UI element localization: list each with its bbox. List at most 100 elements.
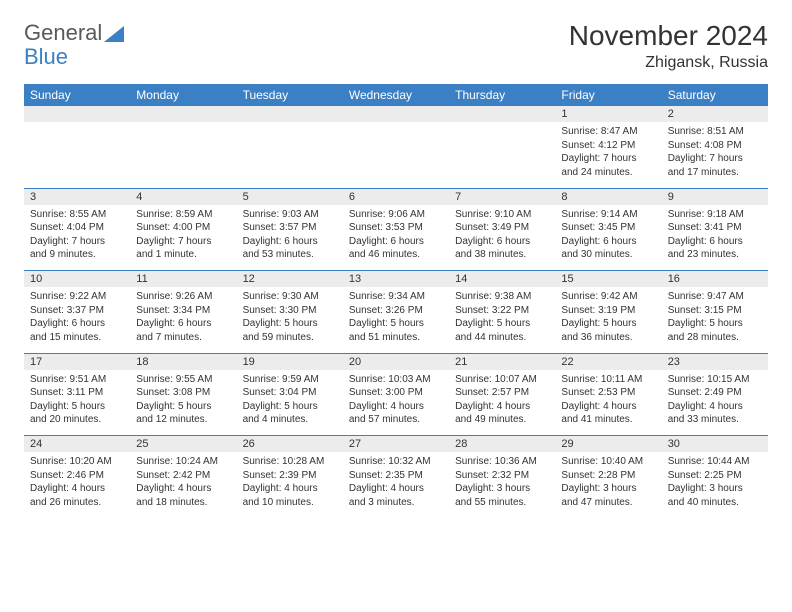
- weekday-header: Wednesday: [343, 84, 449, 106]
- location: Zhigansk, Russia: [569, 54, 768, 72]
- sunset-line: Sunset: 3:49 PM: [455, 221, 549, 235]
- day-cell: Sunrise: 9:14 AMSunset: 3:45 PMDaylight:…: [555, 205, 661, 271]
- header: General November 2024 Zhigansk, Russia: [24, 20, 768, 72]
- sunrise-line: Sunrise: 10:15 AM: [668, 373, 762, 387]
- day-cell: Sunrise: 9:22 AMSunset: 3:37 PMDaylight:…: [24, 287, 130, 353]
- day-cell: Sunrise: 9:30 AMSunset: 3:30 PMDaylight:…: [237, 287, 343, 353]
- sunset-line: Sunset: 3:45 PM: [561, 221, 655, 235]
- day-cell: Sunrise: 9:38 AMSunset: 3:22 PMDaylight:…: [449, 287, 555, 353]
- content-row: Sunrise: 10:20 AMSunset: 2:46 PM Daylight…: [24, 452, 768, 518]
- weekday-header: Thursday: [449, 84, 555, 106]
- daynum-row: 17181920212223: [24, 353, 768, 370]
- day-number: 1: [555, 106, 661, 122]
- sunset-line: Sunset: 3:11 PM: [30, 386, 124, 400]
- day-number: 14: [449, 271, 555, 288]
- daylight-line: Daylight: 4 hours and 10 minutes.: [243, 482, 337, 509]
- sunset-line: Sunset: 2:42 PM: [136, 469, 230, 483]
- day-cell: Sunrise: 10:28 AMSunset: 2:39 PMDaylight…: [237, 452, 343, 518]
- day-cell: Sunrise: 10:36 AMSunset: 2:32 PMDaylight…: [449, 452, 555, 518]
- sunrise-line: Sunrise: 9:51 AM: [30, 373, 124, 387]
- sunrise-line: Sunrise: 8:59 AM: [136, 208, 230, 222]
- logo-text-blue: Blue: [24, 44, 68, 70]
- weekday-header: Saturday: [662, 84, 768, 106]
- day-cell: Sunrise: 10:11 AMSunset: 2:53 PMDaylight…: [555, 370, 661, 436]
- calendar-table: Sunday Monday Tuesday Wednesday Thursday…: [24, 84, 768, 518]
- day-number: 11: [130, 271, 236, 288]
- sunset-line: Sunset: 3:26 PM: [349, 304, 443, 318]
- day-cell: Sunrise: 8:55 AMSunset: 4:04 PMDaylight:…: [24, 205, 130, 271]
- sunset-line: Sunset: 3:22 PM: [455, 304, 549, 318]
- day-cell: Sunrise: 10:24 AMSunset: 2:42 PMDaylight…: [130, 452, 236, 518]
- day-cell: Sunrise: 9:55 AMSunset: 3:08 PMDaylight:…: [130, 370, 236, 436]
- sunrise-line: Sunrise: 9:14 AM: [561, 208, 655, 222]
- day-number: [24, 106, 130, 122]
- sunset-line: Sunset: 3:41 PM: [668, 221, 762, 235]
- sunrise-line: Sunrise: 9:42 AM: [561, 290, 655, 304]
- day-number: 30: [662, 436, 768, 453]
- month-title: November 2024: [569, 20, 768, 52]
- sunrise-line: Sunrise: 9:47 AM: [668, 290, 762, 304]
- sunrise-line: Sunrise: 9:03 AM: [243, 208, 337, 222]
- day-number: 12: [237, 271, 343, 288]
- day-number: 16: [662, 271, 768, 288]
- sunset-line: Sunset: 4:12 PM: [561, 139, 655, 153]
- daylight-line: Daylight: 6 hours and 30 minutes.: [561, 235, 655, 262]
- sunrise-line: Sunrise: 9:06 AM: [349, 208, 443, 222]
- day-number: 3: [24, 188, 130, 205]
- daylight-line: Daylight: 5 hours and 51 minutes.: [349, 317, 443, 344]
- sunset-line: Sunset: 2:32 PM: [455, 469, 549, 483]
- sunset-line: Sunset: 3:19 PM: [561, 304, 655, 318]
- day-number: 13: [343, 271, 449, 288]
- daylight-line: Daylight: 4 hours and 41 minutes.: [561, 400, 655, 427]
- sunrise-line: Sunrise: 10:24 AM: [136, 455, 230, 469]
- daylight-line: Daylight: 3 hours and 40 minutes.: [668, 482, 762, 509]
- daylight-line: Daylight: 6 hours and 7 minutes.: [136, 317, 230, 344]
- day-cell: Sunrise: 10:32 AMSunset: 2:35 PMDaylight…: [343, 452, 449, 518]
- daylight-line: Daylight: 4 hours and 49 minutes.: [455, 400, 549, 427]
- daylight-line: Daylight: 7 hours and 17 minutes.: [668, 152, 762, 179]
- sunset-line: Sunset: 2:46 PM: [30, 469, 124, 483]
- sunset-line: Sunset: 3:30 PM: [243, 304, 337, 318]
- day-number: 24: [24, 436, 130, 453]
- day-cell: Sunrise: 9:42 AMSunset: 3:19 PMDaylight:…: [555, 287, 661, 353]
- day-cell: Sunrise: 9:26 AMSunset: 3:34 PMDaylight:…: [130, 287, 236, 353]
- sunset-line: Sunset: 2:25 PM: [668, 469, 762, 483]
- logo-text-general: General: [24, 20, 102, 46]
- sunrise-line: Sunrise: 8:55 AM: [30, 208, 124, 222]
- daylight-line: Daylight: 3 hours and 47 minutes.: [561, 482, 655, 509]
- day-number: 26: [237, 436, 343, 453]
- sunrise-line: Sunrise: 10:07 AM: [455, 373, 549, 387]
- day-number: [449, 106, 555, 122]
- sunrise-line: Sunrise: 10:11 AM: [561, 373, 655, 387]
- sunrise-line: Sunrise: 9:26 AM: [136, 290, 230, 304]
- content-row: Sunrise: 9:51 AMSunset: 3:11 PM Daylight:…: [24, 370, 768, 436]
- content-row: Sunrise: 9:22 AMSunset: 3:37 PMDaylight:…: [24, 287, 768, 353]
- day-cell: Sunrise: 10:20 AMSunset: 2:46 PMDaylight…: [24, 452, 130, 518]
- sunrise-line: Sunrise: 9:22 AM: [30, 290, 124, 304]
- day-number: 27: [343, 436, 449, 453]
- daynum-row: 12: [24, 106, 768, 122]
- content-row: Sunrise: 8:55 AMSunset: 4:04 PM Daylight:…: [24, 205, 768, 271]
- sunrise-line: Sunrise: 9:30 AM: [243, 290, 337, 304]
- day-number: 29: [555, 436, 661, 453]
- daylight-line: Daylight: 5 hours and 12 minutes.: [136, 400, 230, 427]
- day-cell: Sunrise: 8:51 AMSunset: 4:08 PMDaylight:…: [662, 122, 768, 188]
- sunset-line: Sunset: 2:53 PM: [561, 386, 655, 400]
- day-cell: Sunrise: 10:07 AMSunset: 2:57 PMDaylight…: [449, 370, 555, 436]
- daynum-row: 10111213141516: [24, 271, 768, 288]
- day-number: 6: [343, 188, 449, 205]
- weekday-header: Tuesday: [237, 84, 343, 106]
- day-cell: [449, 122, 555, 188]
- day-number: 8: [555, 188, 661, 205]
- day-cell: Sunrise: 9:47 AMSunset: 3:15 PMDaylight:…: [662, 287, 768, 353]
- sunrise-line: Sunrise: 10:44 AM: [668, 455, 762, 469]
- day-number: 22: [555, 353, 661, 370]
- sunset-line: Sunset: 4:04 PM: [30, 221, 124, 235]
- day-number: [130, 106, 236, 122]
- sunset-line: Sunset: 3:53 PM: [349, 221, 443, 235]
- day-number: 18: [130, 353, 236, 370]
- day-number: [237, 106, 343, 122]
- day-cell: Sunrise: 9:06 AMSunset: 3:53 PMDaylight:…: [343, 205, 449, 271]
- daylight-line: Daylight: 4 hours and 57 minutes.: [349, 400, 443, 427]
- sunrise-line: Sunrise: 10:20 AM: [30, 455, 124, 469]
